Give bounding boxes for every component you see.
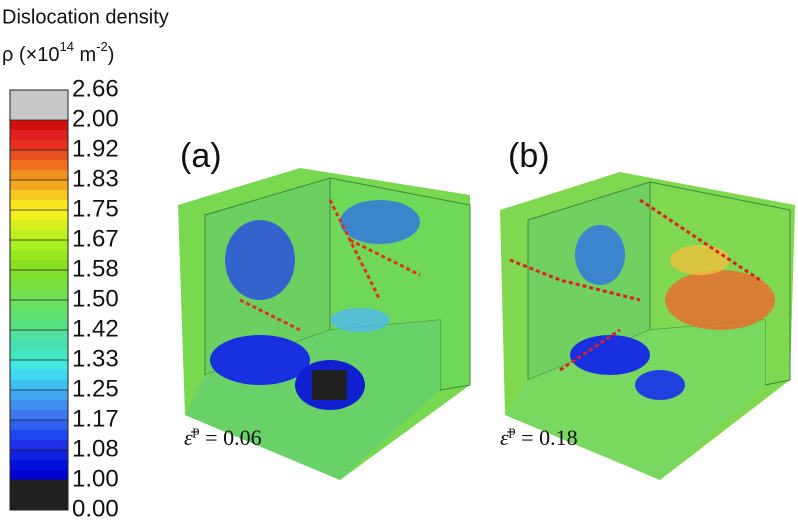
colorbar-band (10, 270, 68, 280)
colorbar-band (10, 190, 68, 200)
colorbar-band (10, 150, 68, 160)
colorbar-tick-label: 1.67 (72, 225, 119, 252)
colorbar-tick-label: 1.92 (72, 135, 119, 162)
colorbar-band (10, 90, 68, 120)
colorbar-band (10, 140, 68, 150)
colorbar-band (10, 180, 68, 190)
colorbar-band (10, 390, 68, 400)
colorbar-band (10, 340, 68, 350)
strain-label: ε̄p = 0.18 (500, 424, 578, 450)
colorbar-tick-label: 1.58 (72, 255, 119, 282)
colorbar-tick-label: 1.25 (72, 375, 119, 402)
colorbar-band (10, 370, 68, 380)
colorbar-tick-label: 1.83 (72, 165, 119, 192)
colorbar-band (10, 230, 68, 240)
colorbar-band (10, 260, 68, 270)
colorbar-band (10, 320, 68, 330)
colorbar-band (10, 250, 68, 260)
colorbar-band (10, 430, 68, 440)
colorbar-band (10, 240, 68, 250)
colorbar-band (10, 290, 68, 300)
colorbar-band (10, 470, 68, 480)
colorbar-band (10, 200, 68, 210)
colorbar-band (10, 480, 68, 510)
colorbar-tick-label: 1.42 (72, 315, 119, 342)
colorbar-band (10, 460, 68, 470)
unit-end: ) (108, 44, 115, 66)
figure-canvas: Dislocation density ρ (×1014 m-2) 2.662.… (0, 0, 798, 525)
colorbar-band (10, 400, 68, 410)
colorbar-band (10, 330, 68, 340)
colorbar-band (10, 280, 68, 290)
strain-text: = 0.18 (516, 425, 578, 450)
colorbar-band (10, 300, 68, 310)
colorbar-band (10, 360, 68, 370)
colorbar-tick-label: 0.00 (72, 495, 119, 522)
figure: Dislocation density ρ (×1014 m-2) 2.662.… (0, 0, 798, 525)
colorbar-band (10, 220, 68, 230)
unit-m: m (74, 44, 96, 66)
strain-sup: p (509, 424, 516, 439)
colorbar-band (10, 350, 68, 360)
colorbar-band (10, 440, 68, 450)
colorbar-tick-label: 2.00 (72, 105, 119, 132)
colorbar-tick-label: 1.33 (72, 345, 119, 372)
legend-title: Dislocation density (2, 6, 169, 28)
colorbar-band (10, 420, 68, 430)
colorbar-band (10, 120, 68, 130)
colorbar-band (10, 130, 68, 140)
unit-exp: 14 (60, 39, 74, 54)
colorbar-band (10, 170, 68, 180)
strain-label: ε̄p = 0.06 (184, 424, 262, 450)
colorbar-tick-label: 1.00 (72, 465, 119, 492)
unit-symbol: ρ (×10 (2, 44, 60, 66)
panel-label: (b) (508, 137, 550, 175)
colorbar-tick-label: 1.75 (72, 195, 119, 222)
colorbar-tick-label: 2.66 (72, 75, 119, 102)
strain-sup: p (193, 424, 200, 439)
strain-text: = 0.06 (200, 425, 262, 450)
colorbar-band (10, 310, 68, 320)
colorbar-tick-label: 1.08 (72, 435, 119, 462)
panel-label: (a) (180, 137, 222, 175)
colorbar: 2.66 2.00 1.92 1.83 1.75 1.67 1.58 1.50 1.42 1.33… (10, 75, 119, 522)
legend-unit: ρ (×1014 m-2) (2, 39, 114, 66)
unit-exp: -2 (96, 39, 108, 54)
colorbar-band (10, 380, 68, 390)
colorbar-band (10, 450, 68, 460)
colorbar-tick-label: 1.17 (72, 405, 119, 432)
colorbar-band (10, 410, 68, 420)
colorbar-band (10, 210, 68, 220)
colorbar-band (10, 160, 68, 170)
colorbar-tick-label: 1.50 (72, 285, 119, 312)
